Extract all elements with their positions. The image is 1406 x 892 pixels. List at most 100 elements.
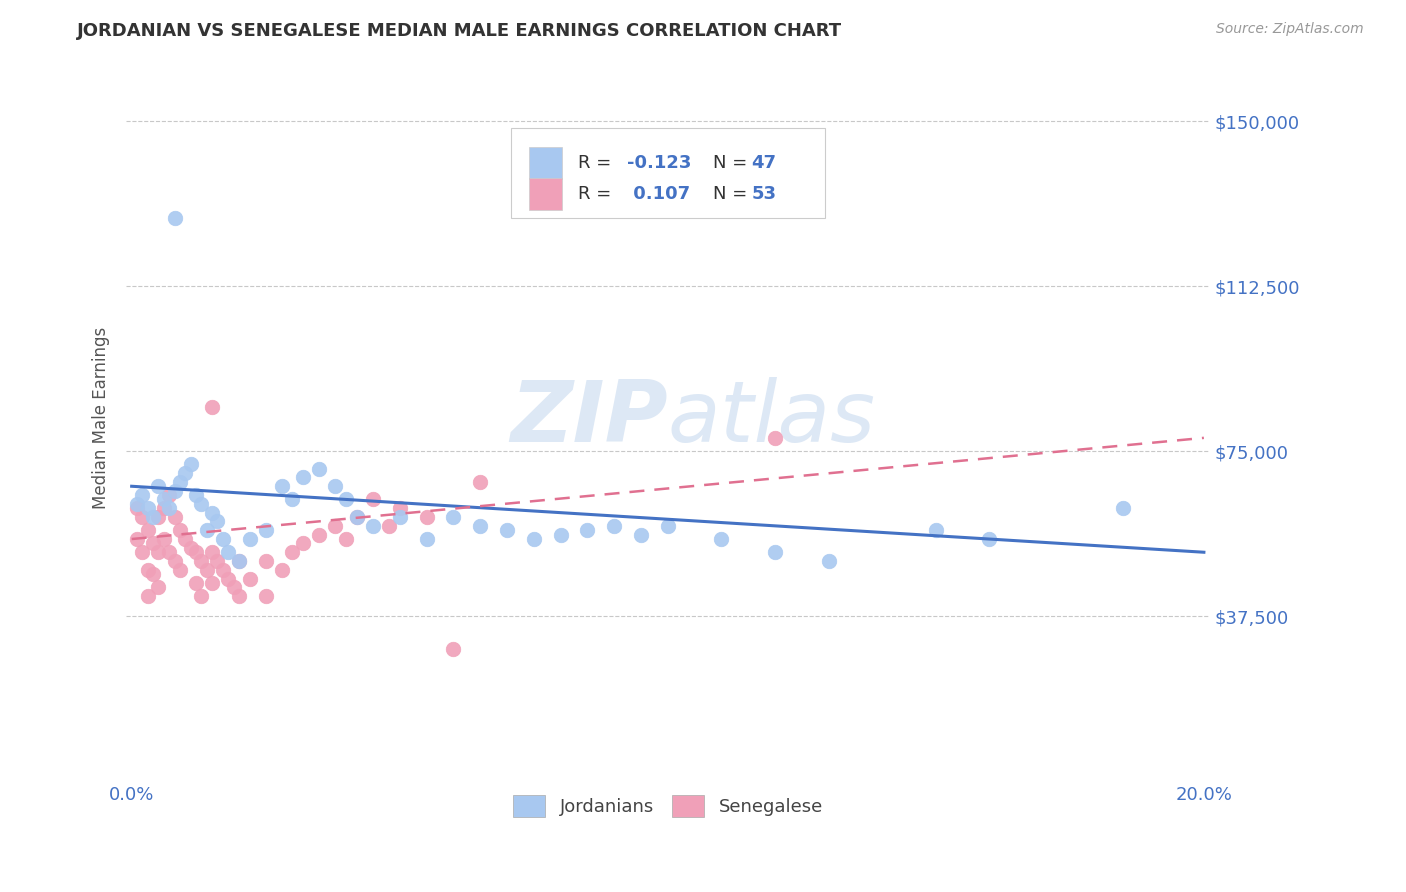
Point xyxy=(125,532,148,546)
Point xyxy=(201,400,224,414)
Point xyxy=(325,519,347,533)
Point xyxy=(180,457,202,471)
Text: ZIP: ZIP xyxy=(510,376,668,459)
Point xyxy=(763,431,786,445)
Point xyxy=(125,501,148,516)
Point xyxy=(254,554,277,568)
Point xyxy=(148,510,170,524)
Text: R =: R = xyxy=(578,185,617,203)
Point xyxy=(169,523,191,537)
Point xyxy=(174,466,197,480)
Point xyxy=(361,492,384,507)
Point xyxy=(576,523,599,537)
Point xyxy=(148,479,170,493)
Point xyxy=(281,492,304,507)
Point xyxy=(131,510,153,524)
Bar xyxy=(529,178,561,211)
Text: 47: 47 xyxy=(751,154,776,172)
Point xyxy=(388,510,411,524)
Point xyxy=(136,563,159,577)
Point xyxy=(195,563,218,577)
Point xyxy=(228,589,250,603)
Point xyxy=(281,545,304,559)
Point xyxy=(142,536,165,550)
Point xyxy=(195,523,218,537)
Point xyxy=(211,563,233,577)
Point xyxy=(415,532,437,546)
Point xyxy=(254,523,277,537)
Text: atlas: atlas xyxy=(668,376,876,459)
Point xyxy=(163,211,186,225)
Point xyxy=(157,488,180,502)
Point xyxy=(270,479,292,493)
Point xyxy=(190,554,212,568)
Point xyxy=(157,545,180,559)
Point xyxy=(603,519,626,533)
Point xyxy=(148,545,170,559)
Point xyxy=(174,532,197,546)
Point xyxy=(228,554,250,568)
Point xyxy=(468,519,491,533)
Point xyxy=(378,519,401,533)
Point xyxy=(292,536,315,550)
Point xyxy=(136,589,159,603)
Point xyxy=(335,492,357,507)
Point xyxy=(308,461,330,475)
Point xyxy=(388,501,411,516)
Text: 0.107: 0.107 xyxy=(627,185,690,203)
Point xyxy=(496,523,519,537)
Point xyxy=(136,501,159,516)
Text: N =: N = xyxy=(713,185,754,203)
Point xyxy=(211,532,233,546)
Point xyxy=(550,527,572,541)
Point xyxy=(979,532,1001,546)
Point xyxy=(817,554,839,568)
Point xyxy=(180,541,202,555)
Point xyxy=(222,581,245,595)
Point xyxy=(153,501,176,516)
Bar xyxy=(529,147,561,179)
Point xyxy=(335,532,357,546)
Point xyxy=(184,576,207,591)
Point xyxy=(148,581,170,595)
Text: R =: R = xyxy=(578,154,617,172)
Point xyxy=(415,510,437,524)
Point xyxy=(169,475,191,489)
Point xyxy=(217,545,239,559)
Point xyxy=(201,506,224,520)
Point xyxy=(308,527,330,541)
Text: -0.123: -0.123 xyxy=(627,154,690,172)
Point xyxy=(763,545,786,559)
Point xyxy=(201,545,224,559)
Point xyxy=(441,510,464,524)
Y-axis label: Median Male Earnings: Median Male Earnings xyxy=(93,327,110,509)
Point xyxy=(441,642,464,657)
Point xyxy=(325,479,347,493)
Text: JORDANIAN VS SENEGALESE MEDIAN MALE EARNINGS CORRELATION CHART: JORDANIAN VS SENEGALESE MEDIAN MALE EARN… xyxy=(77,22,842,40)
Point xyxy=(131,545,153,559)
Point xyxy=(217,572,239,586)
Point xyxy=(292,470,315,484)
Point xyxy=(925,523,948,537)
Point xyxy=(142,567,165,582)
Point xyxy=(468,475,491,489)
Point xyxy=(239,532,262,546)
Point xyxy=(207,554,229,568)
Point xyxy=(657,519,679,533)
Point xyxy=(201,576,224,591)
Point xyxy=(361,519,384,533)
Point xyxy=(190,497,212,511)
Point xyxy=(190,589,212,603)
Point xyxy=(254,589,277,603)
Point xyxy=(163,483,186,498)
Point xyxy=(346,510,368,524)
Legend: Jordanians, Senegalese: Jordanians, Senegalese xyxy=(503,787,832,826)
Point xyxy=(136,523,159,537)
Point xyxy=(346,510,368,524)
Point xyxy=(710,532,733,546)
Point xyxy=(239,572,262,586)
Point xyxy=(184,545,207,559)
FancyBboxPatch shape xyxy=(510,128,825,219)
Point xyxy=(270,563,292,577)
Point xyxy=(157,501,180,516)
